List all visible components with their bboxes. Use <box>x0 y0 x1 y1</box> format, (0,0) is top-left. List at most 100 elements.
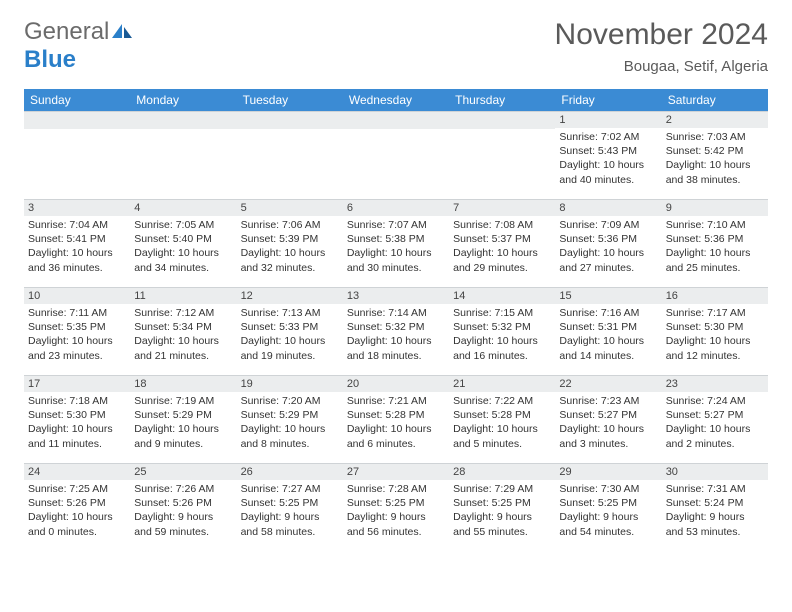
sunset-text: Sunset: 5:28 PM <box>453 408 551 422</box>
sunset-text: Sunset: 5:35 PM <box>28 320 126 334</box>
day-number: 3 <box>24 200 130 216</box>
day-number: 14 <box>449 288 555 304</box>
calendar-cell <box>130 112 236 200</box>
calendar-cell: 21Sunrise: 7:22 AMSunset: 5:28 PMDayligh… <box>449 376 555 464</box>
day-content: Sunrise: 7:02 AMSunset: 5:43 PMDaylight:… <box>555 128 661 191</box>
sunrise-text: Sunrise: 7:19 AM <box>134 394 232 408</box>
day-number: 24 <box>24 464 130 480</box>
calendar-cell: 17Sunrise: 7:18 AMSunset: 5:30 PMDayligh… <box>24 376 130 464</box>
sunrise-text: Sunrise: 7:31 AM <box>666 482 764 496</box>
sunrise-text: Sunrise: 7:11 AM <box>28 306 126 320</box>
calendar-cell: 22Sunrise: 7:23 AMSunset: 5:27 PMDayligh… <box>555 376 661 464</box>
sunrise-text: Sunrise: 7:27 AM <box>241 482 339 496</box>
daylight-text: Daylight: 10 hours and 40 minutes. <box>559 158 657 186</box>
day-content: Sunrise: 7:24 AMSunset: 5:27 PMDaylight:… <box>662 392 768 455</box>
sunset-text: Sunset: 5:25 PM <box>453 496 551 510</box>
logo-sail-icon <box>111 23 133 39</box>
calendar-week-row: 3Sunrise: 7:04 AMSunset: 5:41 PMDaylight… <box>24 200 768 288</box>
day-header: Tuesday <box>237 89 343 112</box>
daylight-text: Daylight: 10 hours and 9 minutes. <box>134 422 232 450</box>
daylight-text: Daylight: 9 hours and 55 minutes. <box>453 510 551 538</box>
header: General Blue November 2024 Bougaa, Setif… <box>24 18 768 75</box>
daylight-text: Daylight: 10 hours and 3 minutes. <box>559 422 657 450</box>
sunrise-text: Sunrise: 7:26 AM <box>134 482 232 496</box>
calendar-week-row: 10Sunrise: 7:11 AMSunset: 5:35 PMDayligh… <box>24 288 768 376</box>
sunset-text: Sunset: 5:39 PM <box>241 232 339 246</box>
calendar-cell: 28Sunrise: 7:29 AMSunset: 5:25 PMDayligh… <box>449 464 555 552</box>
calendar-cell: 13Sunrise: 7:14 AMSunset: 5:32 PMDayligh… <box>343 288 449 376</box>
sunrise-text: Sunrise: 7:07 AM <box>347 218 445 232</box>
day-number: 1 <box>555 112 661 128</box>
sunrise-text: Sunrise: 7:12 AM <box>134 306 232 320</box>
sunset-text: Sunset: 5:26 PM <box>134 496 232 510</box>
sunrise-text: Sunrise: 7:13 AM <box>241 306 339 320</box>
day-number: 8 <box>555 200 661 216</box>
sunset-text: Sunset: 5:38 PM <box>347 232 445 246</box>
day-content: Sunrise: 7:08 AMSunset: 5:37 PMDaylight:… <box>449 216 555 279</box>
sunrise-text: Sunrise: 7:20 AM <box>241 394 339 408</box>
sunrise-text: Sunrise: 7:06 AM <box>241 218 339 232</box>
day-number: 17 <box>24 376 130 392</box>
day-header: Monday <box>130 89 236 112</box>
daylight-text: Daylight: 10 hours and 21 minutes. <box>134 334 232 362</box>
day-number: 26 <box>237 464 343 480</box>
daylight-text: Daylight: 10 hours and 19 minutes. <box>241 334 339 362</box>
daylight-text: Daylight: 10 hours and 12 minutes. <box>666 334 764 362</box>
day-number: 20 <box>343 376 449 392</box>
calendar-cell <box>237 112 343 200</box>
daylight-text: Daylight: 10 hours and 0 minutes. <box>28 510 126 538</box>
empty-day-header <box>237 112 343 129</box>
calendar-week-row: 1Sunrise: 7:02 AMSunset: 5:43 PMDaylight… <box>24 112 768 200</box>
daylight-text: Daylight: 10 hours and 30 minutes. <box>347 246 445 274</box>
day-header: Thursday <box>449 89 555 112</box>
empty-day-header <box>130 112 236 129</box>
calendar-cell: 11Sunrise: 7:12 AMSunset: 5:34 PMDayligh… <box>130 288 236 376</box>
daylight-text: Daylight: 9 hours and 59 minutes. <box>134 510 232 538</box>
calendar-cell <box>24 112 130 200</box>
daylight-text: Daylight: 9 hours and 56 minutes. <box>347 510 445 538</box>
calendar-cell: 15Sunrise: 7:16 AMSunset: 5:31 PMDayligh… <box>555 288 661 376</box>
day-content: Sunrise: 7:21 AMSunset: 5:28 PMDaylight:… <box>343 392 449 455</box>
day-content: Sunrise: 7:19 AMSunset: 5:29 PMDaylight:… <box>130 392 236 455</box>
sunrise-text: Sunrise: 7:05 AM <box>134 218 232 232</box>
calendar-cell: 19Sunrise: 7:20 AMSunset: 5:29 PMDayligh… <box>237 376 343 464</box>
sunrise-text: Sunrise: 7:25 AM <box>28 482 126 496</box>
sunset-text: Sunset: 5:24 PM <box>666 496 764 510</box>
sunset-text: Sunset: 5:43 PM <box>559 144 657 158</box>
day-number: 12 <box>237 288 343 304</box>
calendar-cell: 2Sunrise: 7:03 AMSunset: 5:42 PMDaylight… <box>662 112 768 200</box>
empty-day-header <box>24 112 130 129</box>
day-content: Sunrise: 7:20 AMSunset: 5:29 PMDaylight:… <box>237 392 343 455</box>
calendar-cell: 26Sunrise: 7:27 AMSunset: 5:25 PMDayligh… <box>237 464 343 552</box>
day-number: 6 <box>343 200 449 216</box>
sunrise-text: Sunrise: 7:17 AM <box>666 306 764 320</box>
calendar-cell <box>343 112 449 200</box>
day-content: Sunrise: 7:26 AMSunset: 5:26 PMDaylight:… <box>130 480 236 543</box>
sunset-text: Sunset: 5:26 PM <box>28 496 126 510</box>
day-number: 29 <box>555 464 661 480</box>
calendar-cell: 23Sunrise: 7:24 AMSunset: 5:27 PMDayligh… <box>662 376 768 464</box>
day-number: 2 <box>662 112 768 128</box>
day-number: 21 <box>449 376 555 392</box>
day-header: Sunday <box>24 89 130 112</box>
sunrise-text: Sunrise: 7:30 AM <box>559 482 657 496</box>
sunset-text: Sunset: 5:40 PM <box>134 232 232 246</box>
day-content: Sunrise: 7:25 AMSunset: 5:26 PMDaylight:… <box>24 480 130 543</box>
sunrise-text: Sunrise: 7:18 AM <box>28 394 126 408</box>
calendar-cell: 14Sunrise: 7:15 AMSunset: 5:32 PMDayligh… <box>449 288 555 376</box>
sunset-text: Sunset: 5:25 PM <box>241 496 339 510</box>
sunrise-text: Sunrise: 7:29 AM <box>453 482 551 496</box>
sunset-text: Sunset: 5:28 PM <box>347 408 445 422</box>
calendar-cell: 1Sunrise: 7:02 AMSunset: 5:43 PMDaylight… <box>555 112 661 200</box>
day-number: 19 <box>237 376 343 392</box>
day-content: Sunrise: 7:28 AMSunset: 5:25 PMDaylight:… <box>343 480 449 543</box>
sunrise-text: Sunrise: 7:08 AM <box>453 218 551 232</box>
sunrise-text: Sunrise: 7:10 AM <box>666 218 764 232</box>
day-content: Sunrise: 7:16 AMSunset: 5:31 PMDaylight:… <box>555 304 661 367</box>
sunrise-text: Sunrise: 7:22 AM <box>453 394 551 408</box>
sunset-text: Sunset: 5:27 PM <box>559 408 657 422</box>
calendar-cell <box>449 112 555 200</box>
day-content: Sunrise: 7:14 AMSunset: 5:32 PMDaylight:… <box>343 304 449 367</box>
empty-day-header <box>449 112 555 129</box>
sunrise-text: Sunrise: 7:14 AM <box>347 306 445 320</box>
